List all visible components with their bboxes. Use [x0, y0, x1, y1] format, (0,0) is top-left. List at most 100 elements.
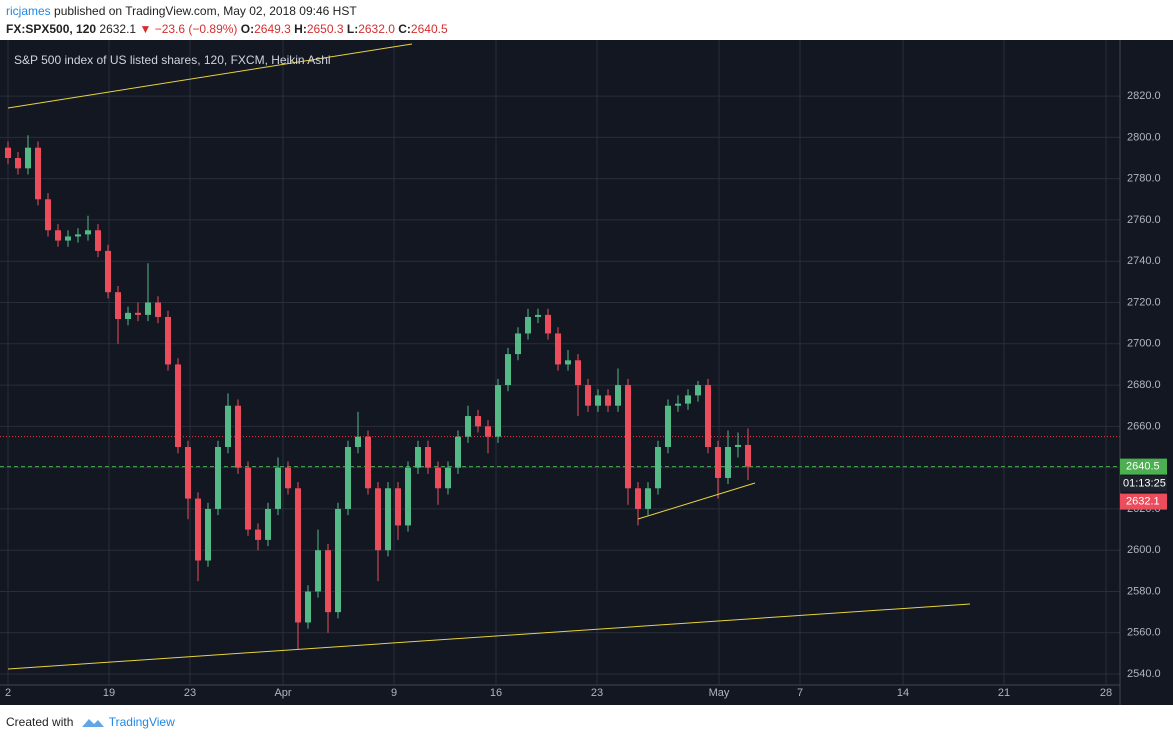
- body: [615, 385, 621, 406]
- x-tick-label: 19: [103, 687, 115, 699]
- background: [0, 40, 1173, 705]
- body: [145, 302, 151, 315]
- body: [165, 316, 171, 365]
- body: [255, 529, 261, 540]
- last-price-box: [1120, 458, 1167, 475]
- body: [445, 467, 451, 489]
- y-tick-label: 2560.0: [1127, 627, 1161, 639]
- y-tick-label: 2580.0: [1127, 585, 1161, 597]
- h: 2650.3: [306, 22, 344, 36]
- body: [335, 508, 341, 613]
- body: [85, 230, 91, 235]
- candles: [5, 135, 751, 650]
- published: published on TradingView.com, May 02, 20…: [54, 4, 357, 18]
- created: Created with: [6, 715, 74, 729]
- body: [705, 385, 711, 447]
- body: [305, 591, 311, 623]
- c: 2640.5: [410, 22, 448, 36]
- x-tick-label: 9: [391, 687, 397, 699]
- header-line: ricjames published on TradingView.com, M…: [6, 4, 357, 18]
- current-price-box: [1120, 493, 1167, 510]
- body: [355, 436, 361, 447]
- body: [455, 436, 461, 468]
- body: [485, 426, 491, 437]
- body: [35, 147, 41, 200]
- brand[interactable]: TradingView: [108, 715, 175, 729]
- body: [125, 312, 131, 320]
- y-tick-label: 2660.0: [1127, 420, 1161, 432]
- body: [495, 385, 501, 437]
- body: [275, 467, 281, 509]
- x-tick-label: 28: [1100, 687, 1112, 699]
- price: 2632.1: [99, 22, 137, 36]
- countdown-label: 01:13:25: [1123, 478, 1166, 490]
- body: [465, 416, 471, 437]
- body: [735, 444, 741, 447]
- x-tick-label: 7: [797, 687, 803, 699]
- body: [195, 498, 201, 561]
- body: [345, 446, 351, 509]
- trend-line: [7, 43, 413, 109]
- body: [135, 312, 141, 315]
- body: [265, 508, 271, 540]
- body: [595, 395, 601, 406]
- o: 2649.3: [254, 22, 291, 36]
- body: [715, 446, 721, 478]
- body: [65, 236, 71, 241]
- trend-line: [637, 482, 756, 520]
- quote-line: FX:SPX500, 120 2632.1 ▼ −23.6 (−0.89%) O…: [6, 22, 448, 36]
- body: [365, 436, 371, 489]
- body: [545, 314, 551, 334]
- body: [605, 395, 611, 406]
- body: [95, 230, 101, 251]
- o-label: O:: [240, 22, 255, 36]
- change: −23.6 (−0.89%): [154, 22, 238, 36]
- body: [325, 550, 331, 613]
- grid: [0, 40, 1120, 685]
- body: [45, 199, 51, 231]
- y-tick-label: 2800.0: [1127, 131, 1161, 143]
- body: [505, 354, 511, 386]
- body: [575, 360, 581, 386]
- body: [525, 316, 531, 334]
- body: [395, 488, 401, 526]
- x-tick-label: 16: [490, 687, 502, 699]
- body: [105, 250, 111, 293]
- body: [115, 292, 121, 320]
- body: [15, 158, 21, 169]
- current-price-label: 2632.1: [1126, 496, 1160, 508]
- body: [655, 446, 661, 489]
- body: [205, 508, 211, 561]
- body: [685, 395, 691, 404]
- body: [745, 444, 751, 467]
- x-tick-label: 23: [184, 687, 196, 699]
- body: [625, 385, 631, 489]
- x-tick-label: Apr: [274, 687, 291, 699]
- arrow: ▼: [139, 22, 152, 36]
- symbol: FX:SPX500, 120: [6, 22, 97, 36]
- body: [535, 314, 541, 317]
- chart-title: S&P 500 index of US listed shares, 120, …: [14, 53, 331, 67]
- x-tick-label: 21: [998, 687, 1010, 699]
- body: [435, 467, 441, 489]
- body: [415, 446, 421, 468]
- body: [665, 405, 671, 447]
- body: [295, 488, 301, 623]
- x-tick-label: May: [709, 687, 730, 699]
- body: [475, 416, 481, 427]
- l: 2632.0: [358, 22, 395, 36]
- body: [635, 488, 641, 509]
- c-label: C:: [398, 22, 411, 36]
- body: [405, 467, 411, 526]
- body: [235, 405, 241, 468]
- axes: 2540.02560.02580.02600.02620.02640.02660…: [5, 90, 1167, 699]
- y-tick-label: 2720.0: [1127, 296, 1161, 308]
- body: [315, 550, 321, 592]
- last-price-label: 2640.5: [1126, 461, 1160, 473]
- y-tick-label: 2780.0: [1127, 173, 1161, 185]
- body: [185, 446, 191, 499]
- y-tick-label: 2600.0: [1127, 544, 1161, 556]
- user[interactable]: ricjames: [6, 4, 51, 18]
- body: [695, 385, 701, 396]
